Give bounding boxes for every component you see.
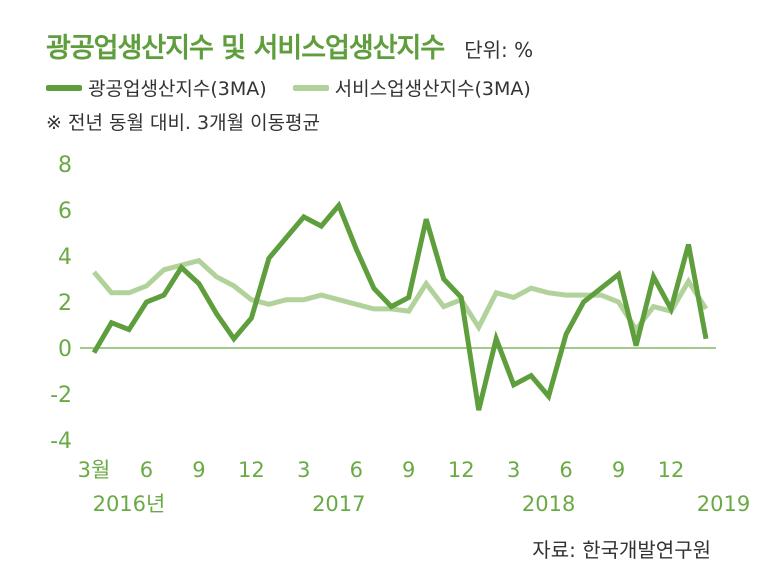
series-line-industrial	[91, 200, 709, 411]
y-tick-label: -2	[50, 383, 72, 408]
x-tick-label: 9	[192, 458, 205, 482]
chart-title: 광공업생산지수 및 서비스업생산지수	[46, 33, 445, 64]
x-tick-label: 9	[612, 458, 625, 482]
x-tick-label: 12	[658, 458, 685, 482]
legend: 광공업생산지수(3MA) 서비스업생산지수(3MA)	[46, 74, 557, 101]
x-year-label: 2019	[697, 492, 750, 516]
y-tick-label: 6	[58, 199, 72, 224]
x-tick-label: 3월	[78, 458, 111, 482]
x-tick-label: 3	[297, 458, 310, 482]
legend-label-service: 서비스업생산지수(3MA)	[334, 78, 531, 100]
y-tick-label: 2	[58, 291, 72, 316]
x-tick-label: 6	[350, 458, 363, 482]
x-tick-label: 6	[140, 458, 153, 482]
source-label: 자료: 한국개발연구원	[532, 538, 711, 562]
legend-swatch-industrial	[46, 84, 82, 91]
y-tick-label: 0	[58, 337, 72, 362]
legend-label-industrial: 광공업생산지수(3MA)	[88, 78, 267, 100]
x-year-label: 2017	[312, 492, 365, 516]
y-tick-label: 8	[58, 153, 72, 178]
x-tick-label: 9	[402, 458, 415, 482]
y-tick-label: -4	[50, 429, 72, 454]
x-tick-label: 12	[238, 458, 265, 482]
legend-item-service: 서비스업생산지수(3MA)	[292, 74, 531, 101]
x-tick-label: 3	[507, 458, 520, 482]
legend-item-industrial: 광공업생산지수(3MA)	[46, 74, 267, 101]
legend-swatch-service	[292, 84, 329, 91]
unit-label: 단위: %	[464, 38, 534, 62]
chart-note: ※ 전년 동월 대비. 3개월 이동평균	[46, 112, 321, 134]
x-year-label: 2016년	[93, 492, 166, 516]
x-year-label: 2018	[522, 492, 575, 516]
series-line-service	[92, 257, 709, 334]
x-tick-label: 12	[448, 458, 475, 482]
x-tick-label: 6	[559, 458, 572, 482]
y-tick-label: 4	[58, 245, 72, 270]
